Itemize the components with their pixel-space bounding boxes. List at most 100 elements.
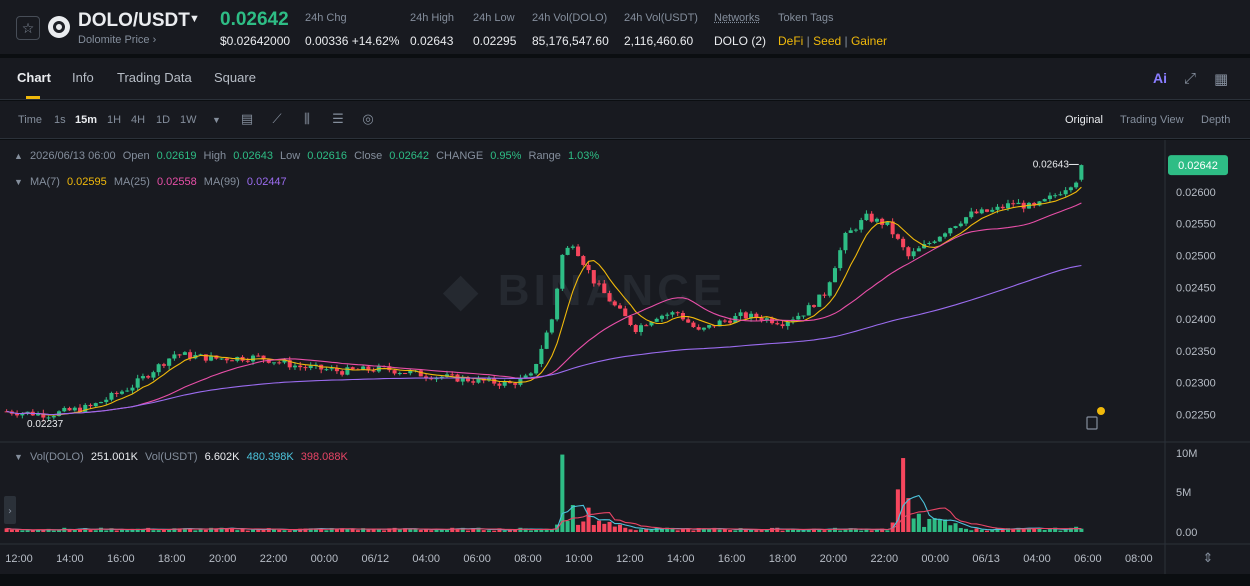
volume-bar bbox=[859, 530, 864, 532]
volume-collapse-icon[interactable]: ▼ bbox=[14, 452, 23, 462]
volume-bar bbox=[901, 458, 906, 532]
timeframe-time[interactable]: Time bbox=[18, 114, 43, 126]
coin-price-link[interactable]: Dolomite Price › bbox=[78, 34, 157, 46]
x-tick-label: 14:00 bbox=[56, 553, 84, 565]
x-tick-label: 12:00 bbox=[616, 553, 644, 565]
timeframe-1s[interactable]: 1s bbox=[54, 114, 66, 126]
volume-bar bbox=[424, 529, 429, 532]
indicator-icon[interactable]: ⟋ bbox=[272, 111, 282, 126]
low-marker-label: 0.02237 bbox=[27, 419, 64, 430]
token-tag[interactable]: Seed bbox=[813, 34, 842, 48]
pair-dropdown-caret-icon[interactable]: ▼ bbox=[189, 13, 200, 25]
candle-body bbox=[83, 404, 88, 413]
volume-bar bbox=[922, 526, 927, 532]
timeframe-more-caret-icon[interactable]: ▼ bbox=[212, 115, 221, 125]
target-settings-icon[interactable]: ◎ bbox=[362, 111, 374, 126]
candle-body bbox=[334, 368, 339, 372]
candle-type-icon[interactable]: ⫼ bbox=[304, 111, 310, 126]
volume-bar bbox=[943, 519, 948, 532]
candle-body bbox=[1058, 194, 1063, 196]
candle-body bbox=[408, 370, 413, 374]
stat-label: 24h Vol(USDT) bbox=[624, 12, 698, 24]
view-original[interactable]: Original bbox=[1065, 114, 1103, 126]
x-tick-label: 22:00 bbox=[871, 553, 899, 565]
candle-body bbox=[801, 315, 806, 317]
candle-body bbox=[329, 368, 334, 370]
candle-body bbox=[937, 236, 942, 242]
x-tick-label: 06/12 bbox=[362, 553, 390, 565]
candle-body bbox=[1042, 199, 1047, 202]
tab-square[interactable]: Square bbox=[214, 70, 256, 85]
fullscreen-icon[interactable]: ⤢ bbox=[1184, 70, 1197, 87]
volume-bar bbox=[77, 528, 83, 532]
candle-body bbox=[817, 294, 822, 307]
view-depth[interactable]: Depth bbox=[1201, 114, 1231, 126]
candle-body bbox=[864, 213, 869, 221]
ohlc-open: 0.02619 bbox=[156, 150, 197, 162]
volume-bar bbox=[261, 529, 266, 532]
volume-bar bbox=[36, 529, 41, 532]
layout-grid-icon[interactable]: ▦ bbox=[1214, 71, 1229, 88]
favorite-star-button[interactable]: ☆ bbox=[16, 16, 40, 40]
x-tick-label: 00:00 bbox=[921, 553, 949, 565]
candle-body bbox=[617, 305, 623, 309]
volume-bar bbox=[817, 529, 822, 532]
volume-bar bbox=[88, 530, 93, 532]
price-chart[interactable]: 0.02600 0.02550 0.02500 0.02450 0.02400 0.023… bbox=[0, 140, 1250, 574]
volume-bar bbox=[612, 526, 617, 532]
volume-bar bbox=[83, 528, 88, 532]
tab-trading-data[interactable]: Trading Data bbox=[117, 70, 192, 85]
volume-bar bbox=[885, 530, 890, 532]
volume-bar bbox=[240, 528, 245, 532]
chart-area[interactable]: 0.02600 0.02550 0.02500 0.02450 0.02400 0.023… bbox=[0, 140, 1250, 574]
volume-bar bbox=[932, 518, 937, 532]
volume-bar bbox=[874, 529, 879, 532]
candle-body bbox=[502, 381, 507, 386]
pair-name[interactable]: DOLO/USDT bbox=[78, 10, 190, 31]
volume-bar bbox=[832, 527, 837, 532]
ohlc-date: 2026/06/13 06:00 bbox=[29, 150, 116, 162]
volume-bar bbox=[93, 530, 98, 532]
settings-list-icon[interactable]: ☰ bbox=[332, 111, 344, 126]
timeframe-4h[interactable]: 4H bbox=[131, 114, 146, 126]
calendar-icon[interactable]: ▤ bbox=[240, 111, 254, 126]
volume-bar bbox=[172, 528, 177, 532]
volume-bar bbox=[1016, 527, 1021, 532]
ohlc-low: 0.02616 bbox=[307, 150, 348, 162]
volume-bar bbox=[764, 529, 769, 532]
ai-assistant-icon[interactable]: Ai bbox=[1153, 70, 1167, 86]
timeframe-1w[interactable]: 1W bbox=[180, 114, 197, 126]
token-tag[interactable]: Gainer bbox=[850, 34, 887, 48]
stat-networks[interactable]: Networks DOLO (2) bbox=[714, 12, 766, 48]
binance-watermark: ◆ BINANCE bbox=[443, 266, 727, 315]
candle-body bbox=[644, 325, 649, 327]
candle-body bbox=[686, 319, 691, 323]
volume-bar bbox=[198, 528, 203, 532]
tab-chart[interactable]: Chart bbox=[17, 70, 51, 85]
candle-body bbox=[969, 211, 974, 218]
volume-bar bbox=[418, 529, 423, 532]
candle-body bbox=[424, 376, 429, 378]
candle-body bbox=[125, 390, 130, 392]
token-tag[interactable]: DeFi bbox=[778, 34, 804, 48]
candle-body bbox=[361, 366, 366, 371]
y-tick-label: 0.02450 bbox=[1176, 282, 1216, 294]
stat-label: 24h Vol(DOLO) bbox=[532, 12, 608, 24]
candle-body bbox=[832, 268, 837, 283]
tab-info[interactable]: Info bbox=[72, 70, 94, 85]
view-trading-view[interactable]: Trading View bbox=[1120, 114, 1184, 126]
volume-bar bbox=[403, 528, 408, 532]
ma-collapse-icon[interactable]: ▼ bbox=[14, 177, 23, 187]
ohlc-collapse-icon[interactable]: ▲ bbox=[14, 151, 23, 161]
volume-bar bbox=[324, 530, 329, 532]
candle-body bbox=[392, 370, 397, 374]
candle-body bbox=[539, 348, 544, 365]
timeframe-15m[interactable]: 15m bbox=[75, 114, 98, 126]
candle-body bbox=[1000, 206, 1005, 209]
volume-bar bbox=[319, 528, 324, 532]
volume-bar bbox=[916, 513, 921, 532]
timeframe-1h[interactable]: 1H bbox=[107, 114, 122, 126]
volume-bar bbox=[586, 507, 591, 532]
volume-bar bbox=[659, 529, 664, 532]
timeframe-1d[interactable]: 1D bbox=[156, 114, 171, 126]
